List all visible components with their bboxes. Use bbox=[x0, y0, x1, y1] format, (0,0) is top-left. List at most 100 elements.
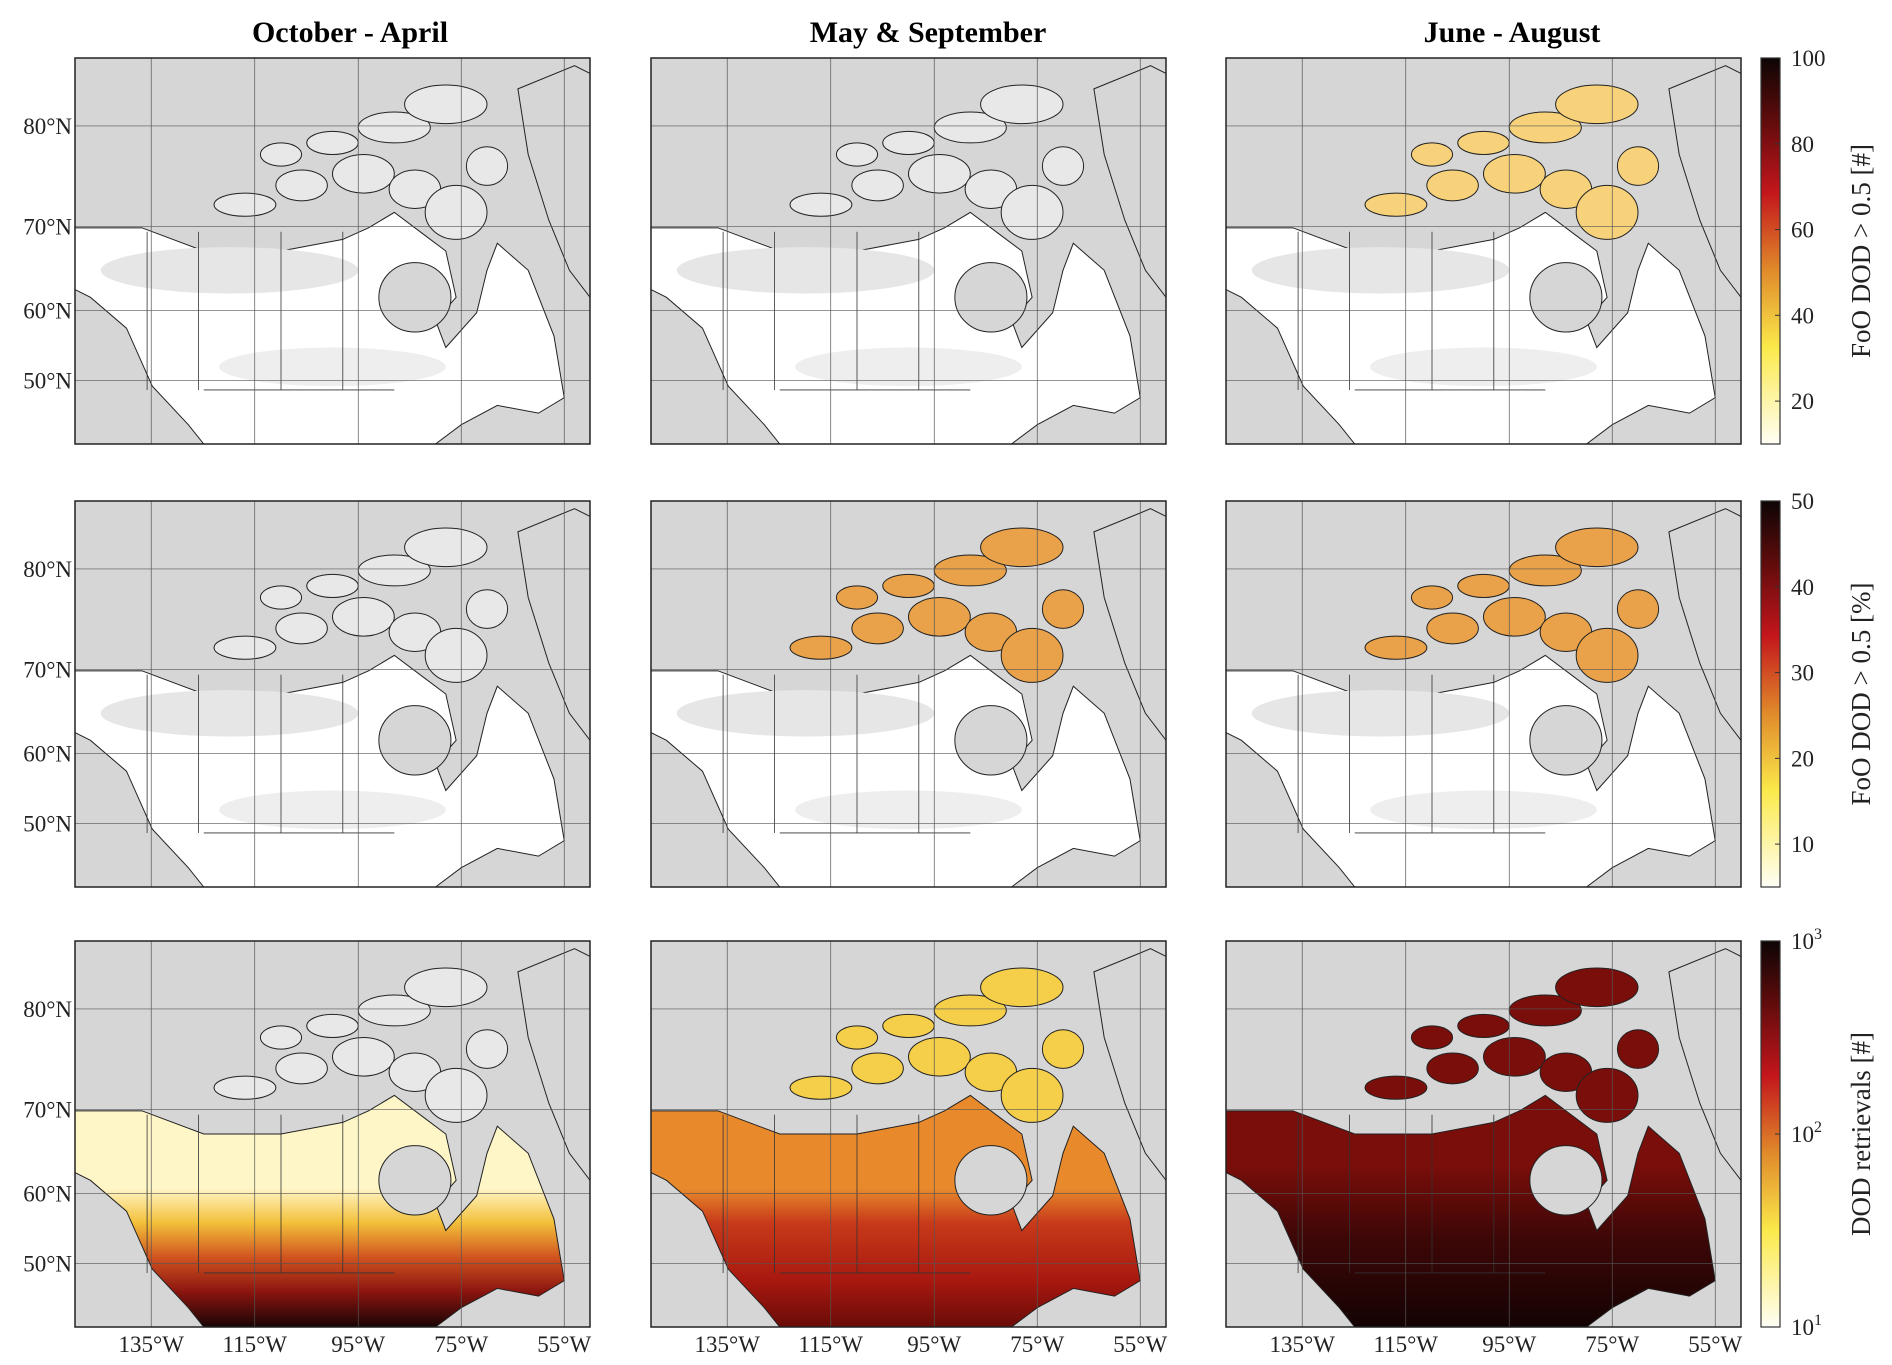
hudson-bay bbox=[1529, 262, 1603, 333]
greenland-coast bbox=[1668, 508, 1742, 742]
colorbar-row-3: 101 102 103 DOD retrievals [#] bbox=[1760, 926, 1876, 1340]
arctic-island bbox=[1041, 146, 1085, 186]
map-panel-r3-c3 bbox=[1225, 940, 1742, 1328]
colorbar-label: FoO DOD > 0.5 [%] bbox=[1846, 583, 1876, 806]
arctic-island bbox=[1575, 627, 1639, 683]
colorbar-tick-label: 102 bbox=[1791, 1119, 1822, 1147]
colorbar-row-2: 10 20 30 40 50 FoO DOD > 0.5 [%] bbox=[1760, 489, 1876, 888]
no-data-patch bbox=[795, 790, 1022, 830]
arctic-island bbox=[1410, 142, 1454, 167]
greenland-coast bbox=[1668, 65, 1742, 299]
arctic-island bbox=[908, 597, 971, 637]
arctic-island bbox=[1616, 589, 1660, 629]
longitude-tick-label: 115°W bbox=[798, 1332, 863, 1357]
colorbar-label: DOD retrievals [#] bbox=[1846, 1032, 1876, 1236]
latitude-tick-label: 60°N bbox=[23, 1181, 72, 1206]
mainland-canada bbox=[650, 1094, 1141, 1328]
colorbar-tick-label: 40 bbox=[1791, 575, 1814, 600]
map-panel-r3-c2 bbox=[650, 940, 1167, 1328]
arctic-island bbox=[465, 589, 509, 629]
arctic-island bbox=[332, 1037, 395, 1077]
arctic-island bbox=[1555, 84, 1639, 125]
longitude-tick-label: 75°W bbox=[1010, 1332, 1064, 1357]
greenland-coast bbox=[1093, 65, 1167, 299]
arctic-island bbox=[275, 169, 328, 202]
arctic-island bbox=[404, 84, 488, 125]
greenland-coast bbox=[517, 948, 591, 1182]
column-title-may-sep: May & September bbox=[810, 16, 1047, 49]
hudson-bay bbox=[378, 262, 452, 333]
arctic-island bbox=[1410, 585, 1454, 610]
colorbar-tick-label: 20 bbox=[1791, 389, 1814, 414]
arctic-island bbox=[851, 169, 904, 202]
arctic-island bbox=[1457, 130, 1510, 155]
longitude-tick-label: 95°W bbox=[907, 1332, 961, 1357]
arctic-island bbox=[835, 585, 879, 610]
panel-frame bbox=[74, 57, 591, 445]
latitude-tick-label: 80°N bbox=[23, 114, 72, 139]
hudson-bay bbox=[954, 262, 1028, 333]
arctic-island bbox=[980, 84, 1064, 125]
arctic-island bbox=[1426, 612, 1479, 645]
greenland-coast bbox=[1668, 948, 1742, 1182]
arctic-island bbox=[259, 142, 303, 167]
arctic-island bbox=[908, 154, 971, 194]
no-data-patch bbox=[100, 247, 359, 294]
arctic-island bbox=[908, 1037, 971, 1077]
panel-frame bbox=[650, 940, 1167, 1328]
no-data-patch bbox=[1251, 690, 1510, 737]
arctic-island bbox=[882, 1013, 935, 1039]
colorbar-tick-label: 101 bbox=[1791, 1312, 1822, 1340]
arctic-island bbox=[882, 573, 935, 598]
map-panel-r2-c1 bbox=[74, 500, 591, 888]
arctic-island bbox=[789, 192, 853, 217]
arctic-island bbox=[424, 1067, 488, 1123]
no-data-patch bbox=[1370, 790, 1597, 830]
arctic-island bbox=[213, 192, 277, 217]
arctic-island bbox=[1000, 1067, 1064, 1123]
arctic-island bbox=[1483, 154, 1546, 194]
arctic-island bbox=[275, 1052, 328, 1085]
map-panel-r3-c1 bbox=[74, 940, 591, 1328]
arctic-island bbox=[1616, 146, 1660, 186]
longitude-tick-label: 135°W bbox=[1270, 1332, 1336, 1357]
greenland-coast bbox=[1093, 948, 1167, 1182]
arctic-island bbox=[789, 1075, 853, 1100]
arctic-island bbox=[1000, 184, 1064, 240]
arctic-island bbox=[1555, 527, 1639, 568]
arctic-island bbox=[424, 627, 488, 683]
arctic-island bbox=[980, 967, 1064, 1008]
no-data-patch bbox=[676, 247, 935, 294]
longitude-tick-label: 95°W bbox=[1482, 1332, 1536, 1357]
latitude-tick-label: 70°N bbox=[23, 215, 72, 240]
arctic-island bbox=[424, 184, 488, 240]
longitude-tick-label: 95°W bbox=[331, 1332, 385, 1357]
panel-frame bbox=[650, 57, 1167, 445]
panel-frame bbox=[1225, 940, 1742, 1328]
map-panel-r2-c2 bbox=[650, 500, 1167, 888]
arctic-island bbox=[306, 130, 359, 155]
colorbar-tick-label: 30 bbox=[1791, 661, 1814, 686]
arctic-island bbox=[1426, 169, 1479, 202]
longitude-tick-label: 55°W bbox=[1688, 1332, 1742, 1357]
no-data-patch bbox=[100, 690, 359, 737]
no-data-patch bbox=[676, 690, 935, 737]
arctic-island bbox=[1000, 627, 1064, 683]
arctic-island bbox=[1483, 1037, 1546, 1077]
arctic-island bbox=[1426, 1052, 1479, 1085]
arctic-island bbox=[404, 527, 488, 568]
longitude-tick-label: 75°W bbox=[434, 1332, 488, 1357]
arctic-island bbox=[1575, 1067, 1639, 1123]
arctic-island bbox=[835, 1025, 879, 1050]
colorbar-tick-label: 20 bbox=[1791, 746, 1814, 771]
arctic-island bbox=[306, 573, 359, 598]
no-data-patch bbox=[219, 347, 446, 387]
map-panel-r1-c3 bbox=[1225, 57, 1742, 445]
arctic-island bbox=[465, 146, 509, 186]
hudson-bay bbox=[378, 705, 452, 776]
colorbar-tick-label: 10 bbox=[1791, 832, 1814, 857]
arctic-island bbox=[1410, 1025, 1454, 1050]
greenland-coast bbox=[517, 65, 591, 299]
arctic-island bbox=[332, 597, 395, 637]
colorbar-tick-label: 40 bbox=[1791, 303, 1814, 328]
